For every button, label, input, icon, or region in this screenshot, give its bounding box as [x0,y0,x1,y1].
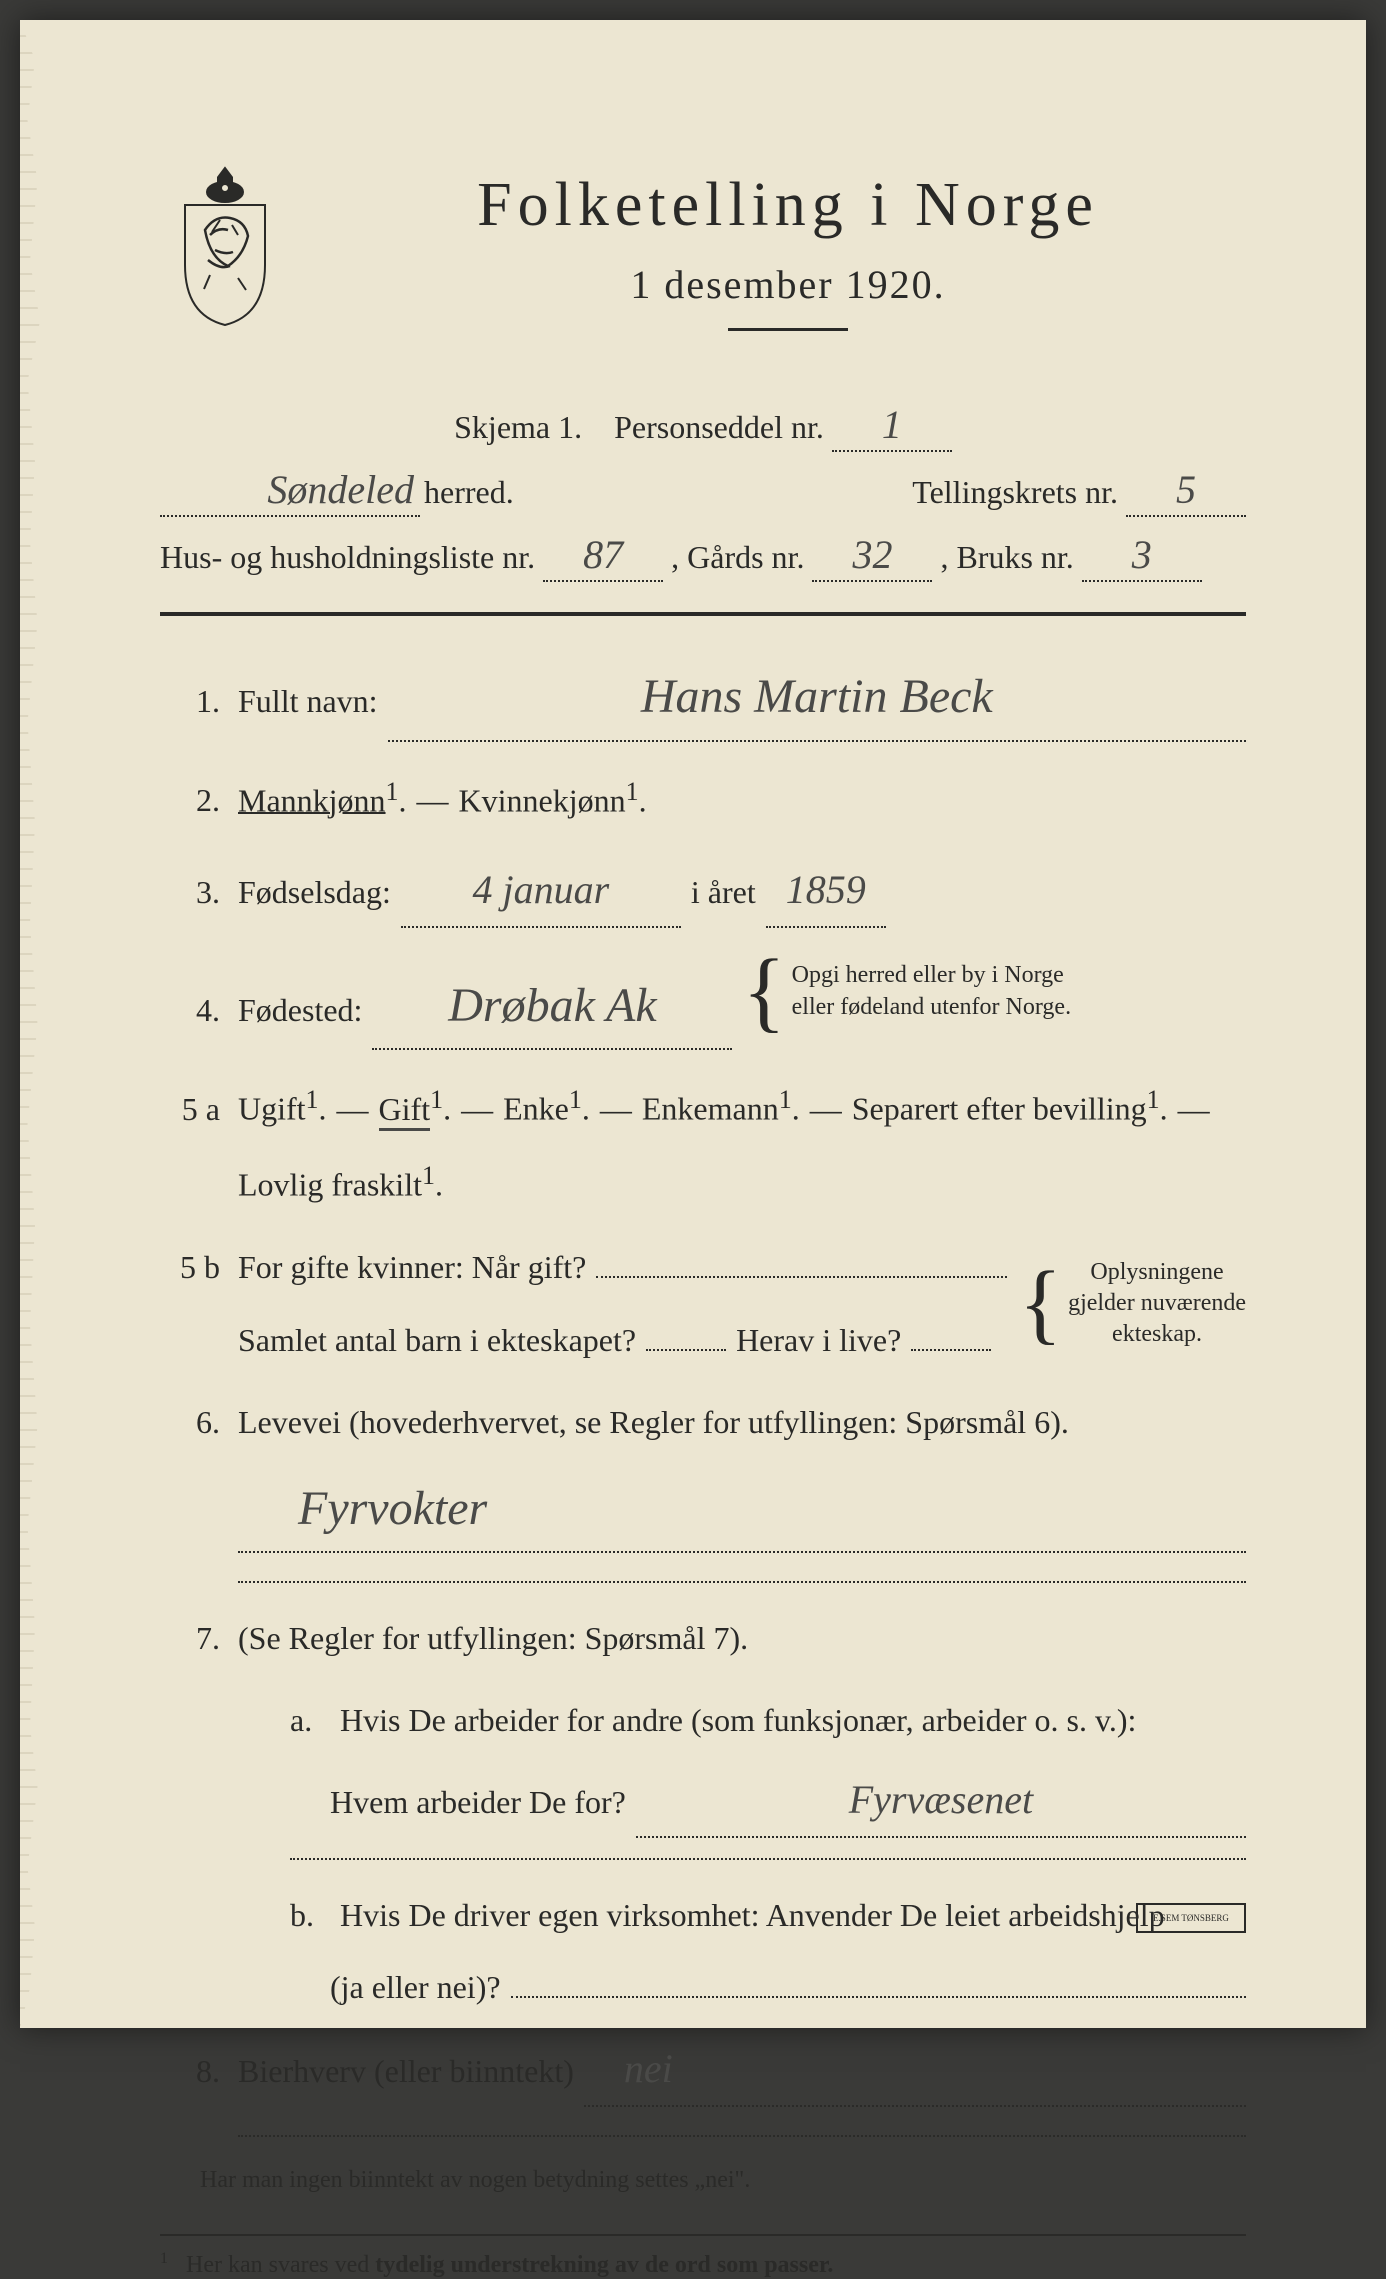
q5b-l2b: Herav i live? [736,1313,901,1367]
q7b-l1: Hvis De driver egen virksomhet: Anvender… [340,1888,1165,1942]
footnote-2: 1 Her kan svares ved tydelig understrekn… [160,2250,1246,2279]
q8-value: nei [624,2046,673,2091]
q2: 2. Mannkjønn1. — Kvinnekjønn1. [160,770,1246,828]
census-form-page: Folketelling i Norge 1 desember 1920. Sk… [20,20,1366,2028]
coat-of-arms-icon [160,160,290,330]
main-title: Folketelling i Norge [330,170,1246,241]
q4-value: Drøbak Ak [448,979,656,1032]
gards-value: 32 [852,532,892,577]
q5b-num: 5 b [160,1249,220,1286]
subtitle: 1 desember 1920. [330,261,1246,308]
q6-num: 6. [160,1404,220,1441]
footnote-rule [160,2234,1246,2236]
q5a-option: Enkemann [642,1091,779,1127]
q4-num: 4. [160,992,220,1029]
q3-num: 3. [160,874,220,911]
q2-kvinne: Kvinnekjønn [459,782,626,818]
q5b-note: Oplysningene gjelder nuværende ekteskap. [1068,1257,1246,1351]
q8-label: Bierhverv (eller biinntekt) [238,2044,574,2098]
q3-label: Fødselsdag: [238,865,391,919]
q7a-letter: a. [290,1693,330,1747]
q3-mid: i året [691,865,756,919]
q7b-letter: b. [290,1888,330,1942]
q1: 1. Fullt navn: Hans Martin Beck [160,656,1246,742]
footnote-1: Har man ingen biinntekt av nogen betydni… [160,2167,1246,2194]
title-block: Folketelling i Norge 1 desember 1920. [330,160,1246,361]
q5a-option: Enke [503,1091,569,1127]
q7-num: 7. [160,1620,220,1657]
q7: 7. (Se Regler for utfyllingen: Spørsmål … [160,1611,1246,1665]
q7a-extra-line [290,1858,1246,1860]
q3-year: 1859 [786,867,866,912]
q5a-option: Ugift [238,1091,306,1127]
q1-num: 1. [160,683,220,720]
q7b-l2: (ja eller nei)? [330,1960,501,2014]
q4: 4. Fødested: Drøbak Ak { Opgi herred ell… [160,956,1246,1051]
header: Folketelling i Norge 1 desember 1920. [160,160,1246,361]
herred-value: Søndeled [267,467,414,512]
q3-day: 4 januar [473,867,610,912]
herred-suffix: herred. [424,474,514,511]
q7a-value: Fyrvæsenet [849,1777,1033,1822]
form-body: 1. Fullt navn: Hans Martin Beck 2. Mannk… [160,656,1246,2279]
q3: 3. Fødselsdag: 4 januar i året 1859 [160,856,1246,928]
personseddel-value: 1 [882,402,902,447]
bruks-value: 3 [1132,532,1152,577]
tellingskrets-label: Tellingskrets nr. [912,474,1118,511]
title-rule [728,328,848,331]
q4-note: Opgi herred eller by i Norge eller fødel… [792,960,1071,1022]
q7-intro: (Se Regler for utfyllingen: Spørsmål 7). [238,1611,748,1665]
q4-label: Fødested: [238,983,362,1037]
q5b-l1: For gifte kvinner: Når gift? [238,1240,586,1294]
q5a-option: Gift [379,1091,431,1131]
tellingskrets-value: 5 [1176,467,1196,512]
q7a-l1: Hvis De arbeider for andre (som funksjon… [340,1693,1136,1747]
q1-label: Fullt navn: [238,674,378,728]
q6-label: Levevei (hovederhvervet, se Regler for u… [238,1395,1069,1449]
hus-value: 87 [583,532,623,577]
q5a-option: Separert efter bevilling [852,1091,1147,1127]
q7b: b. Hvis De driver egen virksomhet: Anven… [160,1888,1246,2015]
skjema-label: Skjema 1. [454,409,582,446]
printer-mark: E.SEM TØNSBERG [1136,1903,1246,1933]
q8-extra-line [238,2135,1246,2137]
q8-num: 8. [160,2053,220,2090]
q8: 8. Bierhverv (eller biinntekt) nei [160,2035,1246,2107]
bruks-label: , Bruks nr. [940,539,1073,576]
meta-herred-row: Søndeled herred. Tellingskrets nr. 5 [160,466,1246,517]
q2-mann: Mannkjønn [238,782,386,818]
q7a-l2: Hvem arbeider De for? [330,1775,626,1829]
q7a: a. Hvis De arbeider for andre (som funks… [160,1693,1246,1837]
q5a-line2: Lovlig fraskilt [238,1167,422,1203]
meta-skjema-row: Skjema 1. Personseddel nr. 1 [160,401,1246,452]
hus-label: Hus- og husholdningsliste nr. [160,539,535,576]
q5a-num: 5 a [160,1091,220,1128]
q5a: 5 a Ugift1. — Gift1. — Enke1. — Enkemann… [160,1078,1246,1212]
q1-value: Hans Martin Beck [641,670,993,723]
q6-extra-line [238,1581,1246,1583]
q5b: 5 b For gifte kvinner: Når gift? Samlet … [160,1240,1246,1367]
q6-value: Fyrvokter [298,1482,487,1535]
q6: 6. Levevei (hovederhvervet, se Regler fo… [160,1395,1246,1553]
gards-label: , Gårds nr. [671,539,804,576]
q5b-l2a: Samlet antal barn i ekteskapet? [238,1313,636,1367]
header-rule [160,612,1246,616]
personseddel-label: Personseddel nr. [614,409,824,446]
torn-left-edge [20,20,45,2028]
meta-hus-row: Hus- og husholdningsliste nr. 87 , Gårds… [160,531,1246,582]
q2-num: 2. [160,782,220,819]
